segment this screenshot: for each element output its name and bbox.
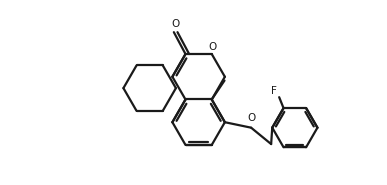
Text: O: O <box>209 42 217 52</box>
Text: F: F <box>271 86 277 96</box>
Text: O: O <box>171 19 180 29</box>
Text: O: O <box>247 113 255 123</box>
